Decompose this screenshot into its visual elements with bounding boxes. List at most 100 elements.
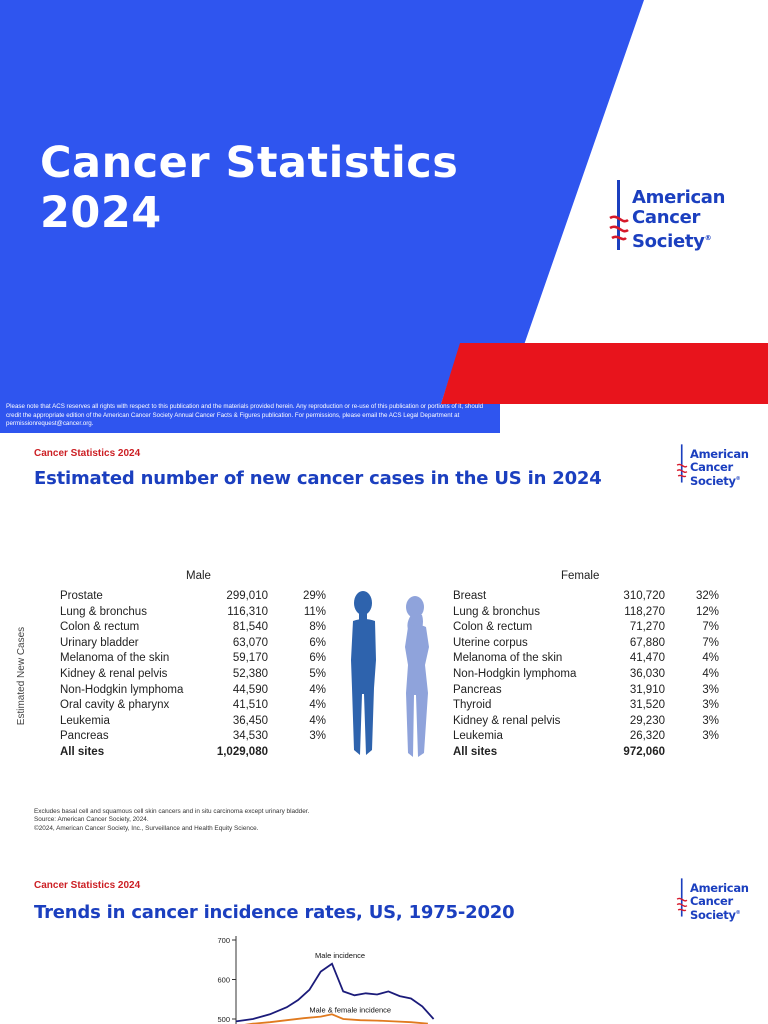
logo-wordmark: American Cancer Society®: [690, 448, 749, 487]
red-band: [441, 343, 768, 404]
title-slide-background: [0, 0, 768, 433]
y-axis-label: Estimated New Cases: [16, 626, 27, 726]
cases-cell: 26,320: [629, 730, 665, 743]
percent-cell: 7%: [702, 621, 719, 634]
percent-cell: 11%: [303, 605, 326, 618]
cases-cell: 41,510: [232, 699, 268, 712]
logo-line-2: Cancer: [632, 207, 701, 228]
logo-line-2: Cancer: [690, 893, 733, 908]
trends-heading: Trends in cancer incidence rates, US, 19…: [34, 902, 515, 923]
table-row: Lung & bronchus 118,270 12%: [453, 605, 719, 621]
site-cell: Non-Hodgkin lymphoma: [60, 683, 184, 696]
site-cell: All sites: [60, 745, 105, 758]
sword-icon: [609, 180, 629, 250]
site-cell: Kidney & renal pelvis: [453, 714, 561, 727]
series-line-combined: [244, 1013, 428, 1024]
site-cell: Colon & rectum: [453, 621, 533, 634]
note-source: Source: American Cancer Society, 2024.: [34, 816, 149, 824]
trends-slide: Cancer Statistics 2024 Trends in cancer …: [0, 870, 768, 1024]
site-cell: Urinary bladder: [60, 636, 139, 649]
percent-cell: 3%: [309, 730, 326, 743]
annotation-male-incidence: Male incidence: [315, 951, 365, 960]
note-exclusions: Excludes basal cell and squamous cell sk…: [34, 808, 310, 815]
table-row: Oral cavity & pharynx 41,510 4%: [60, 698, 326, 714]
cases-cell: 31,910: [629, 683, 665, 696]
disclaimer-text: Please note that ACS reserves all rights…: [6, 403, 484, 428]
site-cell: Pancreas: [60, 730, 109, 743]
cases-cell: 118,270: [624, 605, 665, 618]
y-tick-label: 500: [217, 1015, 230, 1024]
site-cell: Lung & bronchus: [453, 605, 540, 618]
cases-cell: 1,029,080: [216, 745, 268, 758]
logo-wordmark: American Cancer Society®: [632, 188, 725, 252]
incidence-trend-chart: 700 600 500 Male incidence Male & female inc…: [217, 936, 435, 1024]
logo-line-2: Cancer: [690, 459, 733, 474]
percent-cell: 4%: [702, 667, 719, 680]
blue-panel: [0, 0, 644, 404]
table-row: Colon & rectum 71,270 7%: [453, 620, 719, 636]
total-row: All sites 1,029,080: [60, 745, 326, 761]
cases-cell: 41,470: [629, 652, 665, 665]
cases-cell: 36,450: [232, 714, 268, 727]
cases-cell: 63,070: [232, 636, 268, 649]
y-tick-label: 600: [217, 976, 230, 985]
percent-cell: 3%: [702, 683, 719, 696]
table-row: Leukemia 26,320 3%: [453, 729, 719, 745]
new-cases-slide: Cancer Statistics 2024 Estimated number …: [0, 436, 768, 866]
cases-cell: 299,010: [226, 590, 268, 602]
percent-cell: 4%: [309, 699, 326, 712]
cases-cell: 52,380: [232, 667, 268, 680]
table-row: Thyroid 31,520 3%: [453, 698, 719, 714]
percent-cell: 4%: [309, 683, 326, 696]
site-cell: Non-Hodgkin lymphoma: [453, 667, 577, 680]
percent-cell: 3%: [702, 714, 719, 727]
site-cell: All sites: [453, 745, 498, 758]
cases-cell: 71,270: [629, 621, 665, 634]
site-cell: Prostate: [60, 590, 103, 602]
trends-kicker: Cancer Statistics 2024: [34, 880, 141, 891]
acs-logo-small: American Cancer Society®: [676, 444, 749, 487]
percent-cell: 3%: [702, 730, 719, 743]
cases-cell: 34,530: [232, 730, 268, 743]
male-header: Male: [186, 570, 211, 582]
table-row: Breast 310,720 32%: [453, 589, 719, 605]
acs-logo-small: American Cancer Society®: [676, 878, 749, 921]
cases-cell: 36,030: [629, 667, 665, 680]
table-row: Kidney & renal pelvis 52,380 5%: [60, 667, 326, 683]
percent-cell: 4%: [702, 652, 719, 665]
site-cell: Leukemia: [60, 714, 110, 727]
sword-icon: [676, 444, 688, 483]
logo-line-1: American: [690, 447, 749, 461]
y-tick-label: 700: [217, 936, 230, 945]
male-silhouette: [351, 591, 376, 755]
cases-cell: 31,520: [629, 699, 665, 712]
cases-cell: 116,310: [227, 605, 268, 618]
percent-cell: 32%: [695, 590, 719, 602]
site-cell: Melanoma of the skin: [453, 652, 563, 665]
percent-cell: 4%: [309, 714, 326, 727]
empty-cell: [268, 745, 326, 761]
logo-line-1: American: [690, 881, 749, 895]
table-row: Leukemia 36,450 4%: [60, 714, 326, 730]
table-row: Melanoma of the skin 41,470 4%: [453, 651, 719, 667]
percent-cell: 6%: [309, 652, 326, 665]
cases-kicker: Cancer Statistics 2024: [34, 448, 141, 459]
table-row: Melanoma of the skin 59,170 6%: [60, 651, 326, 667]
cases-cell: 59,170: [232, 652, 268, 665]
logo-line-1: American: [632, 187, 726, 208]
sword-icon: [676, 878, 688, 917]
male-cases-table: Prostate 299,010 29% Lung & bronchus 116,310…: [60, 589, 326, 761]
acs-logo: American Cancer Society®: [608, 180, 725, 252]
cases-cell: 81,540: [232, 621, 268, 634]
site-cell: Colon & rectum: [60, 621, 140, 634]
percent-cell: 3%: [702, 699, 719, 712]
hero-title-line1: Cancer Statistics: [40, 138, 459, 188]
title-slide: Cancer Statistics 2024 American Cancer S…: [0, 0, 768, 433]
table-row: Prostate 299,010 29%: [60, 589, 326, 605]
female-cases-table: Breast 310,720 32% Lung & bronchus 118,270 12…: [453, 589, 719, 761]
percent-cell: 12%: [695, 605, 719, 618]
cases-cell: 29,230: [629, 714, 665, 727]
annotation-combined-incidence: Male & female incidence: [309, 1006, 391, 1015]
site-cell: Kidney & renal pelvis: [60, 667, 168, 680]
total-row: All sites 972,060: [453, 745, 719, 761]
